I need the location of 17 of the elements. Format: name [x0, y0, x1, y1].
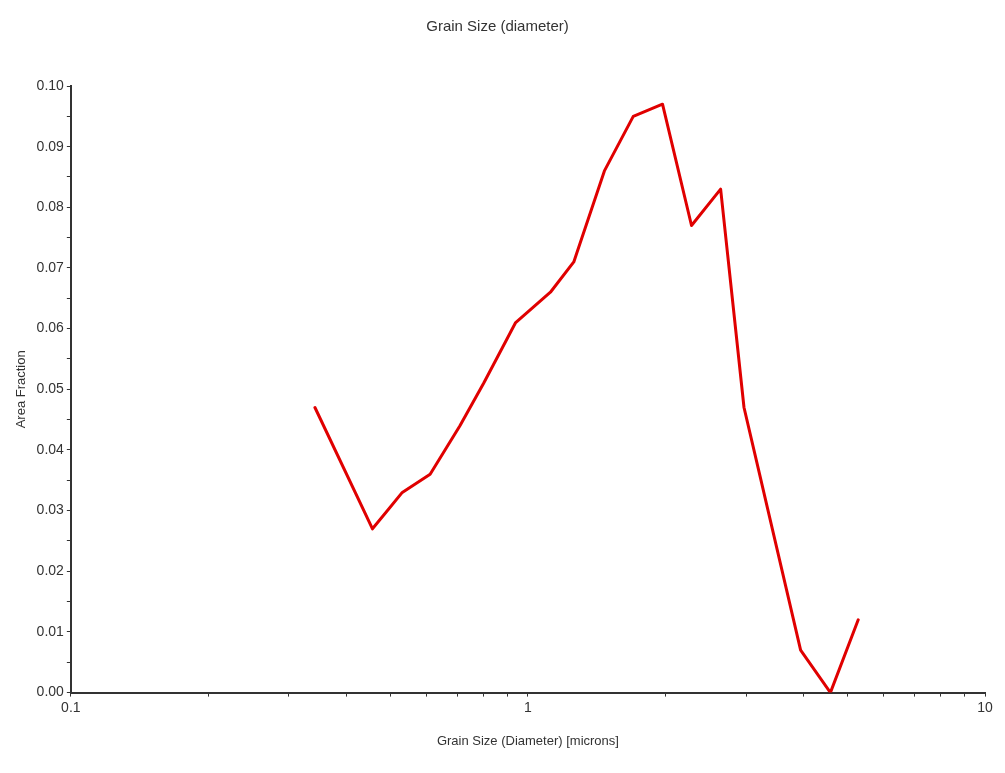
y-tick-label: 0.00 — [36, 683, 65, 700]
x-tick-label: 0.1 — [61, 698, 81, 715]
y-tick-label: 0.07 — [36, 258, 65, 275]
y-tick-label: 0.08 — [36, 198, 65, 215]
y-tick-label: 0.06 — [36, 319, 65, 336]
y-tick-label: 0.01 — [36, 622, 65, 639]
y-tick-label: 0.03 — [36, 501, 65, 518]
x-axis-title: Grain Size (Diameter) [microns] — [436, 732, 619, 748]
y-tick-label: 0.10 — [36, 76, 65, 93]
y-tick-label: 0.04 — [36, 440, 65, 457]
x-tick-label: 10 — [977, 698, 993, 715]
chart-title: Grain Size (diameter) — [426, 17, 569, 35]
x-tick-label: 1 — [524, 698, 533, 715]
y-axis-title: Area Fraction — [13, 350, 29, 429]
y-tick-label: 0.05 — [36, 380, 65, 397]
y-tick-label: 0.09 — [36, 137, 65, 154]
y-tick-label: 0.02 — [36, 562, 65, 579]
